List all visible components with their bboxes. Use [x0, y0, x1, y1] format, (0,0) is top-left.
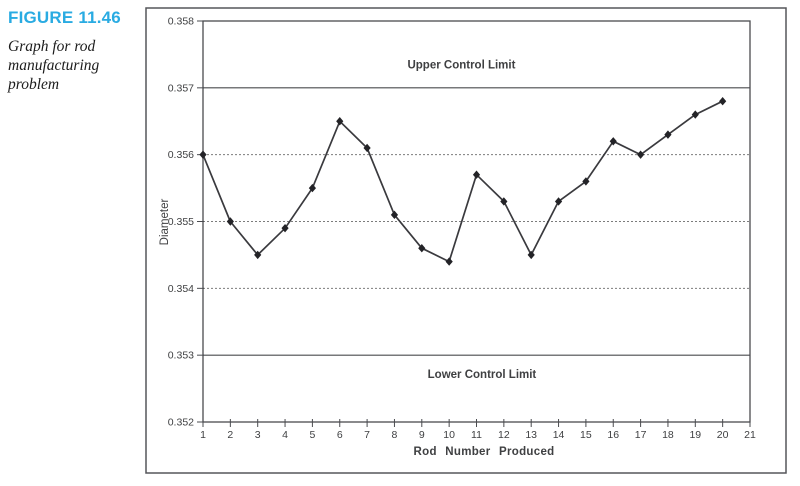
figure-description: Graph for rod manufacturing problem	[8, 38, 100, 93]
data-point-marker	[554, 197, 563, 206]
data-point-marker	[609, 137, 617, 146]
data-point-marker	[363, 143, 371, 153]
data-point-marker	[445, 257, 453, 266]
data-point-marker	[336, 117, 344, 126]
x-tick-label: 7	[364, 429, 370, 441]
data-point-marker	[226, 217, 234, 226]
x-tick-label: 19	[689, 429, 701, 441]
y-tick-label: 0.355	[168, 216, 194, 228]
data-point-marker	[500, 197, 508, 206]
x-tick-label: 14	[553, 429, 565, 441]
data-point-marker	[418, 244, 426, 253]
data-point-marker	[527, 250, 535, 260]
x-tick-label: 4	[282, 429, 288, 441]
x-tick-label: 18	[662, 429, 674, 441]
data-point-marker	[719, 97, 727, 106]
data-point-marker	[199, 150, 207, 159]
x-tick-label: 5	[309, 429, 315, 441]
y-tick-label: 0.354	[168, 283, 194, 295]
data-series-line	[202, 100, 723, 263]
x-tick-label: 10	[443, 429, 455, 441]
x-tick-label: 1	[200, 429, 206, 441]
y-tick-label: 0.358	[168, 16, 194, 28]
data-point-marker	[281, 223, 289, 233]
data-point-marker	[254, 250, 262, 260]
data-point-marker	[308, 183, 316, 193]
figure-caption-block: FIGURE 11.46 Graph for rod manufacturing…	[8, 8, 138, 95]
y-tick-label: 0.357	[168, 82, 194, 94]
x-tick-label: 15	[580, 429, 592, 441]
x-tick-label: 17	[635, 429, 647, 441]
y-axis-title: Diameter	[159, 199, 171, 246]
x-tick-label: 6	[337, 429, 343, 441]
y-tick-label: 0.356	[168, 149, 194, 161]
y-tick-label: 0.352	[168, 417, 194, 429]
x-tick-label: 13	[525, 429, 537, 441]
data-point-marker	[582, 177, 590, 186]
x-tick-label: 3	[255, 429, 261, 441]
x-tick-label: 2	[227, 429, 233, 441]
y-tick-label: 0.353	[168, 350, 194, 362]
x-tick-label: 9	[419, 429, 425, 441]
x-axis-title: Rod Number Produced	[414, 446, 555, 458]
figure-label: FIGURE 11.46	[8, 8, 121, 27]
data-point-marker	[472, 170, 481, 179]
x-tick-label: 12	[498, 429, 510, 441]
x-tick-label: 8	[392, 429, 398, 441]
data-point-marker	[637, 150, 645, 159]
control-limit-label: Lower Control Limit	[428, 369, 537, 381]
x-tick-label: 21	[744, 429, 756, 441]
data-point-marker	[691, 110, 699, 119]
x-tick-label: 11	[471, 429, 482, 441]
data-point-marker	[390, 210, 399, 220]
control-limit-label: Upper Control Limit	[407, 59, 515, 71]
x-tick-label: 20	[717, 429, 729, 441]
data-point-marker	[664, 130, 672, 139]
figure-border	[145, 7, 787, 474]
x-tick-label: 16	[607, 429, 619, 441]
